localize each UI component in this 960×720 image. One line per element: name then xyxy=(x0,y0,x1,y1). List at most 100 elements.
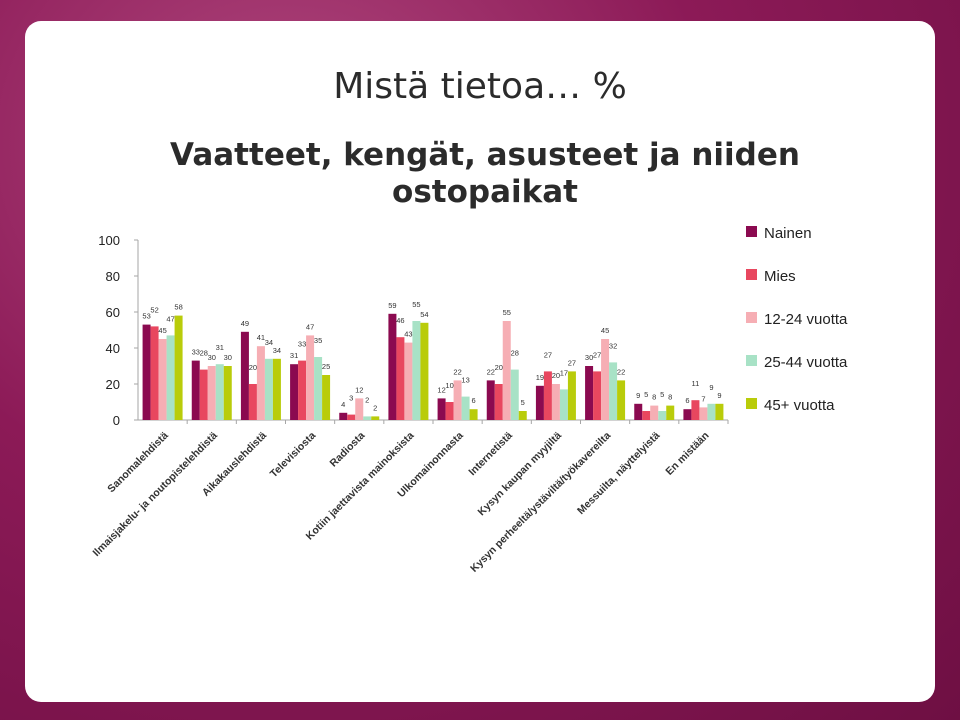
bar xyxy=(634,403,643,420)
bar xyxy=(510,369,519,420)
data-label: 9 xyxy=(636,391,640,400)
bar xyxy=(617,380,626,420)
data-label: 59 xyxy=(388,301,396,310)
bar xyxy=(691,400,700,420)
bar xyxy=(551,384,560,420)
bar xyxy=(494,384,503,420)
data-label: 52 xyxy=(150,305,158,314)
bar xyxy=(339,412,348,420)
bar xyxy=(609,362,618,420)
slide-heading: Mistä tietoa… % xyxy=(333,66,627,107)
chart-title: Vaatteet, kengät, asusteet ja niiden ost… xyxy=(170,137,800,210)
bar xyxy=(535,385,544,420)
bar xyxy=(191,360,200,420)
bar xyxy=(166,335,175,420)
data-label: 32 xyxy=(609,341,617,350)
data-label: 22 xyxy=(617,367,625,376)
bar xyxy=(199,369,208,420)
legend-label: Mies xyxy=(764,268,796,285)
bar xyxy=(150,326,159,420)
data-label: 46 xyxy=(396,316,404,325)
bar xyxy=(715,403,724,420)
bar xyxy=(371,416,380,420)
x-tick-label: Messuilta, näyttelyistä xyxy=(575,430,662,517)
data-label: 12 xyxy=(437,385,445,394)
data-label: 34 xyxy=(265,338,273,347)
legend-label: 25-44 vuotta xyxy=(764,354,848,371)
data-label: 55 xyxy=(503,308,511,317)
data-label: 7 xyxy=(701,394,705,403)
bar xyxy=(142,324,151,420)
bar xyxy=(666,405,675,420)
legend-swatch xyxy=(746,226,757,237)
data-label: 28 xyxy=(511,349,519,358)
data-label: 19 xyxy=(536,373,544,382)
data-label: 33 xyxy=(192,348,200,357)
y-tick-label: 0 xyxy=(113,413,120,428)
data-label: 49 xyxy=(241,319,249,328)
x-tick-label: Internetistä xyxy=(466,430,515,479)
bar xyxy=(559,389,568,420)
bar xyxy=(388,313,397,420)
bar xyxy=(642,411,651,420)
bar xyxy=(248,384,257,420)
data-label: 30 xyxy=(224,353,232,362)
legend-label: 12-24 vuotta xyxy=(764,311,848,328)
data-label: 47 xyxy=(306,322,314,331)
data-label: 13 xyxy=(461,376,469,385)
data-label: 25 xyxy=(322,362,330,371)
data-label: 20 xyxy=(249,363,257,372)
data-label: 28 xyxy=(200,349,208,358)
data-label: 41 xyxy=(257,333,265,342)
data-label: 6 xyxy=(471,396,475,405)
data-label: 10 xyxy=(445,381,453,390)
data-label: 58 xyxy=(174,303,182,312)
data-label: 3 xyxy=(349,394,353,403)
bar xyxy=(567,371,576,420)
y-tick-label: 80 xyxy=(106,269,120,284)
bar xyxy=(420,322,429,420)
data-label: 2 xyxy=(365,395,369,404)
y-tick-label: 40 xyxy=(106,341,120,356)
bar xyxy=(699,407,708,420)
bar xyxy=(502,321,511,420)
data-label: 33 xyxy=(298,340,306,349)
bar xyxy=(593,371,602,420)
bar xyxy=(404,342,413,420)
data-label: 5 xyxy=(660,390,664,399)
data-label: 8 xyxy=(668,393,672,402)
data-label: 34 xyxy=(273,346,281,355)
bar xyxy=(363,416,372,420)
data-label: 47 xyxy=(166,314,174,323)
bar xyxy=(437,398,446,420)
data-label: 5 xyxy=(644,390,648,399)
bar xyxy=(453,380,462,420)
bar xyxy=(174,315,183,420)
data-label: 12 xyxy=(355,385,363,394)
bar xyxy=(601,339,610,420)
data-label: 43 xyxy=(404,330,412,339)
data-label: 22 xyxy=(453,367,461,376)
bar xyxy=(585,366,594,420)
x-tick-label: En mistään xyxy=(663,430,711,478)
bar xyxy=(355,398,364,420)
data-label: 2 xyxy=(373,403,377,412)
bar xyxy=(322,375,331,420)
bar xyxy=(207,366,216,420)
data-label: 8 xyxy=(652,393,656,402)
bar xyxy=(256,346,265,420)
data-label: 55 xyxy=(412,300,420,309)
bar xyxy=(543,371,552,420)
data-label: 45 xyxy=(601,326,609,335)
data-label: 6 xyxy=(685,396,689,405)
y-tick-label: 60 xyxy=(106,305,120,320)
x-tick-label: Televisiosta xyxy=(268,430,319,481)
legend-label: 45+ vuotta xyxy=(764,397,835,414)
bar xyxy=(658,411,667,420)
bar xyxy=(461,396,470,420)
y-tick-label: 100 xyxy=(98,233,120,248)
data-label: 30 xyxy=(208,353,216,362)
legend-label: Nainen xyxy=(764,225,812,242)
data-label: 54 xyxy=(420,310,428,319)
